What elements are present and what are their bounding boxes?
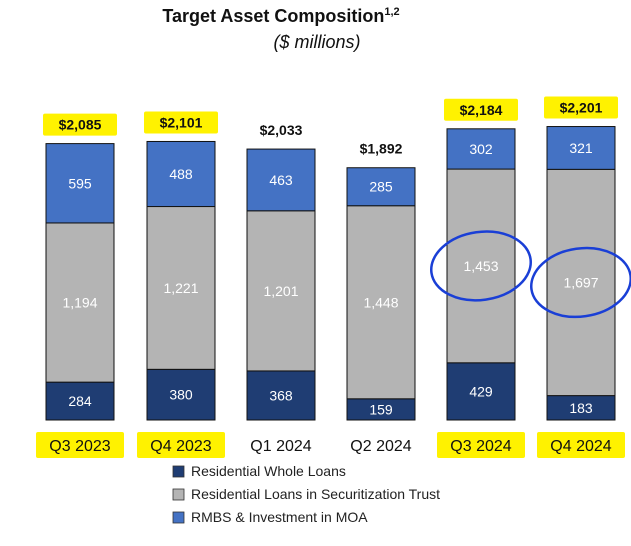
segment-value-label: 463 xyxy=(269,172,293,188)
category-highlight xyxy=(137,432,225,458)
bar-segment xyxy=(246,370,316,421)
category-tick-label: Q3 2024 xyxy=(450,438,511,455)
segment-value-label: 321 xyxy=(569,140,593,156)
category-tick-label: Q4 2023 xyxy=(150,438,211,455)
legend-label: RMBS & Investment in MOA xyxy=(191,509,368,525)
bar-segment xyxy=(446,168,516,364)
bar-total-label: $2,201 xyxy=(560,100,603,116)
total-highlight xyxy=(544,96,618,119)
total-highlight xyxy=(43,113,117,136)
bar-segment xyxy=(546,395,616,421)
segment-value-label: 1,697 xyxy=(563,274,598,290)
category-tick-label: Q2 2024 xyxy=(350,438,411,455)
chart-title: Target Asset Composition1,2 xyxy=(162,6,399,26)
segment-value-label: 595 xyxy=(68,175,92,191)
legend: Residential Whole Loans Residential Loans… xyxy=(172,463,440,525)
segment-value-label: 1,448 xyxy=(363,294,398,310)
legend-swatch xyxy=(172,511,185,524)
bar-segment xyxy=(246,148,316,212)
bar-segment xyxy=(146,368,216,421)
labels-layer: 284 1,194 595 $2,085 Q3 2023 380 1,221 488 $2,10… xyxy=(49,100,611,455)
bar-segment xyxy=(346,167,416,207)
bar-segment xyxy=(146,206,216,370)
circle-annotation xyxy=(430,230,532,302)
bar-segment xyxy=(546,126,616,170)
bar-segment xyxy=(45,222,115,383)
segment-value-label: 285 xyxy=(369,179,393,195)
category-highlight xyxy=(537,432,625,458)
total-highlight xyxy=(144,111,218,134)
segment-value-label: 380 xyxy=(169,387,193,403)
legend-swatch xyxy=(172,488,185,501)
chart-subtitle: ($ millions) xyxy=(273,32,360,52)
segment-value-label: 1,201 xyxy=(263,283,298,299)
bar-segment xyxy=(246,210,316,372)
category-tick-label: Q4 2024 xyxy=(550,438,611,455)
segment-value-label: 488 xyxy=(169,166,193,182)
segment-value-label: 429 xyxy=(469,383,493,399)
segment-value-label: 1,453 xyxy=(463,258,498,274)
segment-value-label: 1,194 xyxy=(62,295,97,311)
legend-label: Residential Whole Loans xyxy=(191,463,346,479)
category-tick-label: Q1 2024 xyxy=(250,438,311,455)
segment-value-label: 284 xyxy=(68,393,92,409)
category-highlight xyxy=(437,432,525,458)
category-tick-label: Q3 2023 xyxy=(49,438,110,455)
bar-segment xyxy=(346,205,416,400)
segment-value-label: 368 xyxy=(269,387,293,403)
bar-total-label: $2,101 xyxy=(160,114,203,130)
highlight-layer xyxy=(36,96,625,458)
legend-swatch xyxy=(172,465,185,478)
bar-total-label: $2,085 xyxy=(59,117,102,133)
bar-segment xyxy=(146,140,216,208)
bar-total-label: $1,892 xyxy=(360,141,403,157)
legend-label: Residential Loans in Securitization Trus… xyxy=(191,486,440,502)
segment-value-label: 302 xyxy=(469,141,493,157)
bar-segment xyxy=(45,381,115,421)
bar-segment xyxy=(546,168,616,397)
title-footnote: 1,2 xyxy=(384,6,399,18)
segment-value-label: 183 xyxy=(569,400,593,416)
bars-layer xyxy=(45,126,616,421)
bar-total-label: $2,033 xyxy=(260,122,303,138)
total-highlight xyxy=(444,98,518,121)
category-highlight xyxy=(36,432,124,458)
bar-segment xyxy=(446,362,516,421)
bar-segment xyxy=(446,128,516,170)
bar-total-label: $2,184 xyxy=(460,102,503,118)
bar-segment xyxy=(45,143,115,224)
segment-value-label: 1,221 xyxy=(163,280,198,296)
segment-value-label: 159 xyxy=(369,401,393,417)
